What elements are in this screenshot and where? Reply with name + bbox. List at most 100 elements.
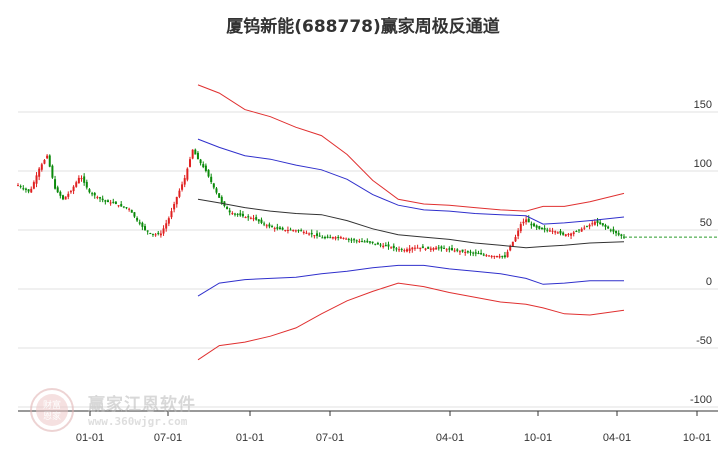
y-tick-label: -100 [690, 394, 712, 406]
candle-body [408, 248, 411, 252]
candle-body [271, 226, 274, 228]
candle-body [419, 247, 422, 249]
x-tick-label: 10-01 [524, 432, 552, 444]
candle-body [210, 176, 213, 183]
candle-body [32, 182, 35, 189]
chart-title: 厦钨新能(688778)赢家周极反通道 [226, 17, 500, 37]
candle-body [464, 252, 467, 254]
x-tick-label: 10-01 [683, 432, 711, 444]
channel-line-1 [197, 138, 625, 225]
candle-body [482, 254, 485, 256]
candle-body [323, 237, 326, 239]
candle-body [249, 217, 252, 219]
candle-body [257, 219, 260, 222]
candle-body [252, 218, 255, 220]
candle-body [342, 237, 345, 239]
candle-body [191, 149, 194, 159]
candle-body [54, 179, 57, 189]
candle-body [495, 255, 498, 258]
candle-body [196, 152, 199, 160]
candle-body [477, 252, 480, 254]
channel-line-2 [197, 198, 625, 249]
candle-body [368, 241, 371, 243]
candle-body [117, 205, 120, 207]
candle-body [51, 165, 54, 178]
candle-body [403, 250, 406, 252]
candle-body [308, 233, 311, 235]
candle-body [395, 248, 398, 250]
candle-body [130, 210, 133, 213]
candle-body [263, 223, 266, 225]
candle-body [498, 255, 501, 258]
candle-body [120, 204, 123, 207]
candle-body [599, 222, 602, 225]
candle-body [556, 232, 559, 234]
candle-body [437, 247, 440, 249]
candle-body [300, 230, 303, 232]
candle-body [19, 186, 22, 188]
candle-body [181, 184, 184, 190]
candle-body [241, 213, 244, 217]
candle-body [247, 216, 250, 218]
candle-body [427, 246, 430, 249]
candle-body [432, 248, 435, 250]
candle-body [517, 230, 520, 237]
candle-body [371, 241, 374, 243]
candle-body [22, 188, 25, 190]
candle-body [411, 247, 414, 250]
candle-body [474, 252, 477, 254]
candle-body [159, 233, 162, 236]
candle-body [445, 249, 448, 251]
candle-body [406, 249, 409, 252]
candle-body [149, 233, 152, 235]
candle-body [612, 229, 615, 232]
candle-body [268, 224, 271, 227]
candle-body [297, 230, 300, 232]
candle-body [278, 227, 281, 230]
candle-body [546, 229, 549, 231]
candle-body [316, 233, 319, 236]
candle-body [387, 244, 390, 247]
x-tick-label: 07-01 [154, 432, 182, 444]
watermark-url: www.360wjgr.com [88, 415, 188, 428]
candle-body [480, 252, 483, 255]
candle-body [292, 230, 295, 231]
candle-body [17, 185, 19, 187]
candle-body [525, 219, 528, 223]
candle-body [347, 238, 350, 240]
candle-body [538, 226, 541, 229]
candle-body [170, 211, 173, 218]
channel-line-4 [197, 282, 625, 361]
candle-body [559, 230, 562, 234]
candle-body [273, 228, 276, 230]
candle-body [294, 230, 297, 232]
candle-body [231, 213, 234, 215]
candle-body [302, 231, 305, 233]
candle-body [337, 236, 340, 238]
candle-body [503, 255, 506, 258]
candle-body [128, 208, 131, 210]
candle-body [35, 175, 38, 184]
candle-body [93, 192, 96, 196]
y-tick-label: 150 [694, 99, 712, 111]
candle-body [67, 193, 70, 197]
candle-body [27, 189, 30, 192]
candle-body [226, 206, 229, 210]
candle-body [321, 237, 324, 239]
candle-body [400, 248, 403, 250]
watermark-logo-icon: 财富 恩家 [30, 388, 74, 432]
candle-body [104, 200, 107, 202]
candle-body [548, 230, 551, 232]
candle-body [30, 188, 33, 193]
candle-body [69, 191, 72, 193]
candle-body [165, 223, 168, 229]
y-tick-label: 0 [706, 276, 712, 288]
candle-body [501, 255, 504, 257]
candle-body [329, 237, 332, 239]
candle-body [416, 247, 419, 249]
candle-body [456, 249, 459, 251]
candle-body [535, 225, 538, 228]
candle-body [522, 221, 525, 224]
candle-body [144, 226, 147, 230]
candle-body [361, 241, 364, 243]
